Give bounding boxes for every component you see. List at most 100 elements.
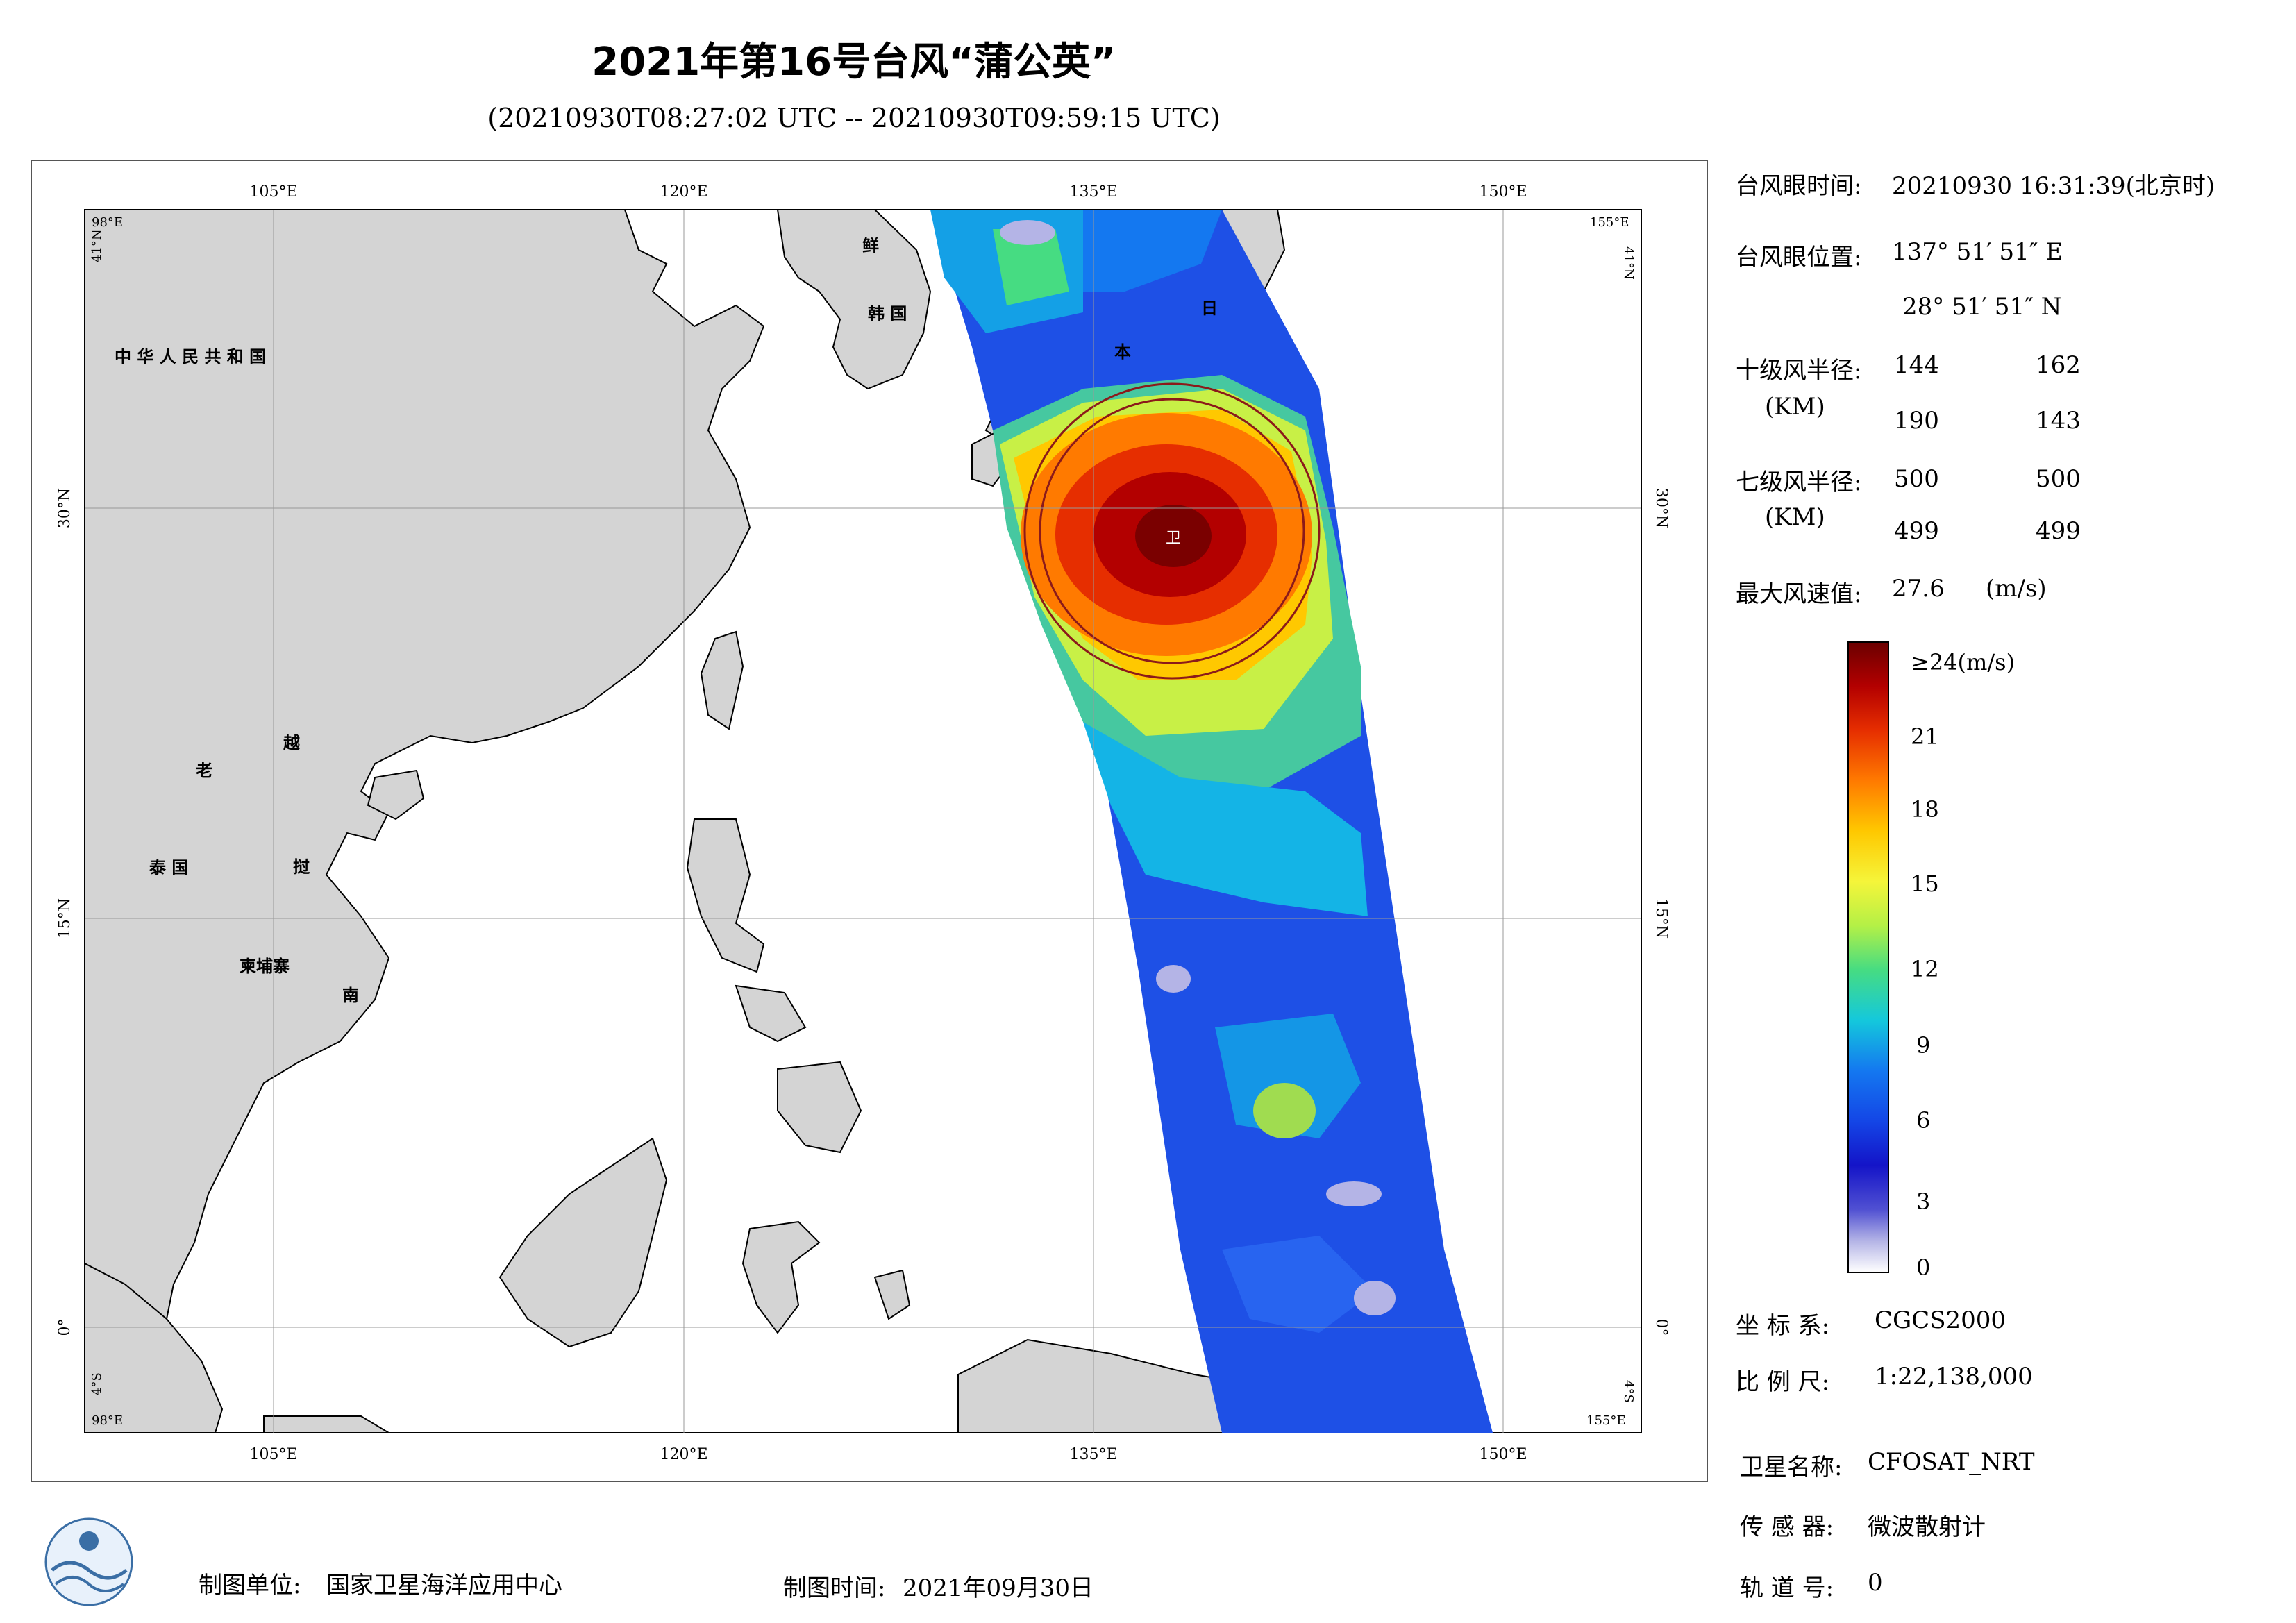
max-wind-label: 最大风速值: (1736, 580, 1862, 608)
r7-value-sw: 499 (1894, 517, 1939, 545)
label-cambodia: 柬埔寨 (240, 957, 290, 976)
lat-label-left-0: 0° (56, 1319, 74, 1336)
scale-value: 1:22,138,000 (1875, 1363, 2033, 1390)
orbit-label: 轨 道 号: (1740, 1574, 1834, 1602)
lon-label-top-135: 135°E (1069, 183, 1117, 201)
orbit-value: 0 (1868, 1569, 1883, 1597)
r10-value-se: 162 (2036, 351, 2081, 379)
lon-label-bottom-135: 135°E (1069, 1446, 1117, 1463)
producer-label: 制图单位: (199, 1572, 301, 1599)
map-title: 2021年第16号台风“蒲公英” (592, 40, 1116, 85)
corner-bottom-right-lat: 4°S (1621, 1380, 1636, 1403)
land-sulawesi (741, 1220, 821, 1334)
land-luzon (686, 818, 765, 973)
corner-top-left-lon: 98°E (92, 215, 123, 230)
colorbar (1847, 641, 1889, 1273)
lon-label-bottom-150: 150°E (1479, 1446, 1527, 1463)
r7-value-ne: 500 (1894, 465, 1939, 493)
lon-label-bottom-105: 105°E (249, 1446, 297, 1463)
land-halmahera (873, 1269, 911, 1320)
label-japan-2: 本 (1114, 342, 1131, 362)
coord-system-value: CGCS2000 (1875, 1306, 2006, 1334)
land-asia (85, 210, 765, 1433)
colorbar-tick-9: 9 (1916, 1032, 1930, 1059)
colorbar-tick-6: 6 (1916, 1107, 1930, 1134)
coord-system-label: 坐 标 系: (1736, 1312, 1830, 1340)
lat-label-right-15: 15°N (1652, 898, 1670, 939)
wind-radius-circles (1023, 382, 1321, 680)
r7-circle-inner (1039, 398, 1305, 664)
label-laos: 老 (196, 761, 212, 780)
eye-longitude: 137° 51′ 51″ E (1892, 238, 2063, 266)
r7-value-se: 500 (2036, 465, 2081, 493)
label-vietnam-1: 越 (283, 733, 301, 752)
colorbar-top-label: ≥24(m/s) (1911, 649, 2015, 675)
label-vietnam-3: 南 (342, 986, 359, 1005)
lon-label-top-120: 120°E (660, 183, 707, 201)
sensor-value: 微波散射计 (1868, 1513, 1986, 1541)
land-java (263, 1415, 390, 1433)
colorbar-tick-12: 12 (1911, 956, 1939, 982)
map-date-value: 2021年09月30日 (903, 1574, 1094, 1602)
label-china: 中 华 人 民 共 和 国 (115, 347, 266, 367)
scale-label: 比 例 尺: (1736, 1368, 1830, 1396)
eye-time-value: 20210930 16:31:39(北京时) (1892, 172, 2215, 200)
max-wind-unit: (m/s) (1986, 575, 2047, 603)
land-hainan (367, 769, 425, 821)
land-sumatra (85, 1262, 224, 1433)
satellite-label: 卫星名称: (1740, 1454, 1843, 1481)
land-korea (776, 210, 932, 390)
colorbar-tick-0: 0 (1916, 1254, 1930, 1281)
eye-latitude: 28° 51′ 51″ N (1902, 293, 2062, 321)
lat-label-right-30: 30°N (1652, 488, 1670, 528)
r7-unit: (KM) (1765, 503, 1825, 531)
map-date-label: 制图时间: (783, 1574, 886, 1602)
producer-value: 国家卫星海洋应用中心 (326, 1572, 562, 1599)
eye-position-label: 台风眼位置: (1736, 244, 1862, 271)
land-visayas (735, 984, 807, 1043)
typhoon-eye-marker: 卫 (1166, 530, 1181, 547)
map-subtitle: (20210930T08:27:02 UTC -- 20210930T09:59… (487, 103, 1221, 133)
label-thailand: 泰 国 (149, 858, 188, 877)
r10-unit: (KM) (1765, 393, 1825, 421)
lon-label-top-150: 150°E (1479, 183, 1527, 201)
eye-time-label: 台风眼时间: (1736, 172, 1862, 200)
r7-value-nw: 499 (2036, 517, 2081, 545)
r7-circle-outer (1023, 382, 1321, 680)
lat-label-left-30: 30°N (56, 488, 74, 528)
lat-label-right-0: 0° (1652, 1319, 1670, 1336)
corner-bottom-right-lon: 155°E (1586, 1413, 1626, 1428)
sensor-label: 传 感 器: (1740, 1513, 1834, 1541)
map-frame (31, 160, 1708, 1482)
colorbar-tick-15: 15 (1911, 871, 1939, 897)
corner-top-right-lat: 41°N (1621, 246, 1636, 280)
land-borneo (498, 1137, 668, 1348)
colorbar-tick-18: 18 (1911, 796, 1939, 823)
r10-label: 十级风半径: (1736, 357, 1862, 385)
satellite-value: CFOSAT_NRT (1868, 1448, 2035, 1476)
r7-label: 七级风半径: (1736, 469, 1862, 496)
wind-swath (930, 210, 1493, 1433)
corner-top-right-lon: 155°E (1590, 215, 1629, 230)
max-wind-value: 27.6 (1892, 575, 1945, 603)
label-south-korea: 韩 国 (868, 304, 907, 323)
corner-bottom-left-lon: 98°E (92, 1413, 123, 1428)
r10-value-sw: 190 (1894, 407, 1939, 435)
lat-label-left-15: 15°N (56, 898, 74, 939)
land-taiwan (700, 630, 744, 730)
r10-value-nw: 143 (2036, 407, 2081, 435)
colorbar-tick-21: 21 (1911, 723, 1939, 750)
corner-bottom-left-lat: 4°S (90, 1372, 104, 1395)
organization-logo (44, 1517, 133, 1606)
r10-value-ne: 144 (1894, 351, 1939, 379)
land-mindanao (777, 1061, 862, 1154)
label-vietnam-2: 挝 (293, 857, 310, 877)
label-north-korea: 鲜 (862, 236, 879, 255)
gridlines (85, 210, 1641, 1433)
label-japan-1: 日 (1201, 298, 1218, 318)
lon-label-top-105: 105°E (249, 183, 297, 201)
colorbar-tick-3: 3 (1916, 1188, 1930, 1215)
lon-label-bottom-120: 120°E (660, 1446, 707, 1463)
corner-top-left-lat: 41°N (90, 229, 104, 262)
